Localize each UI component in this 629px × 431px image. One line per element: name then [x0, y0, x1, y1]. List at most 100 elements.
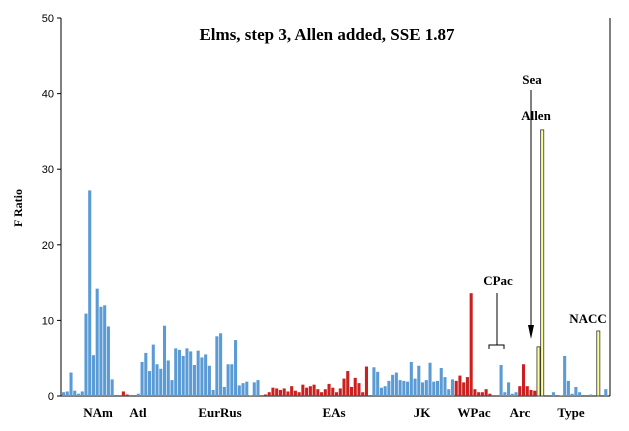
bar [439, 368, 443, 396]
bar-series [62, 129, 608, 397]
group-label-wpac: WPac [457, 405, 490, 420]
bar [320, 392, 324, 396]
bar [226, 364, 230, 396]
bar [151, 344, 155, 396]
bar [148, 371, 152, 396]
bar [499, 365, 503, 396]
bar [323, 389, 327, 396]
bar [103, 305, 107, 396]
bar [559, 395, 563, 396]
bar [211, 389, 215, 396]
y-tick-label: 40 [42, 89, 54, 101]
group-label-jk: JK [414, 405, 432, 420]
bar [578, 392, 582, 396]
bar [338, 388, 342, 396]
bar [447, 389, 451, 396]
bar [398, 380, 402, 396]
bar [286, 391, 290, 396]
bar [204, 354, 208, 396]
group-label-arc: Arc [510, 405, 531, 420]
bar [462, 382, 466, 396]
bar [428, 362, 432, 396]
y-ticks: 0 10 20 30 40 50 [42, 13, 61, 403]
bar [219, 333, 223, 396]
bar [435, 380, 440, 396]
bar [379, 387, 383, 396]
annotation-allen: Allen [521, 108, 551, 123]
bar [192, 365, 196, 396]
bar [144, 352, 148, 396]
bar [514, 392, 518, 396]
bar [327, 383, 331, 396]
bar [185, 348, 189, 396]
bar [297, 392, 301, 396]
bar [312, 384, 316, 396]
bar [335, 392, 339, 396]
bar [406, 381, 410, 396]
bar [469, 293, 473, 396]
group-label-type: Type [557, 405, 584, 420]
bar [282, 388, 286, 396]
y-axis-label: F Ratio [11, 189, 25, 227]
bar [159, 368, 163, 396]
bar [465, 377, 469, 396]
bar [230, 364, 234, 396]
bar [271, 387, 275, 396]
bar [480, 392, 484, 396]
bar [275, 388, 279, 396]
bar [308, 386, 312, 396]
bar [536, 346, 541, 397]
bar [99, 306, 103, 396]
y-tick-label: 50 [42, 13, 54, 25]
bar [65, 391, 69, 396]
bar [252, 382, 256, 396]
group-label-eas: EAs [322, 405, 345, 420]
bar [443, 377, 447, 396]
bar [353, 377, 357, 396]
annotation-sea: Sea [522, 72, 542, 87]
bar [316, 389, 320, 396]
bar [189, 351, 193, 396]
bar [357, 383, 361, 396]
bar [563, 355, 567, 396]
bar [518, 386, 522, 396]
group-label-nam: NAm [83, 405, 113, 420]
bar [477, 392, 481, 396]
bar [76, 393, 81, 396]
bar [488, 393, 492, 396]
bar [69, 372, 73, 396]
bar [248, 395, 253, 396]
bar [177, 349, 181, 396]
bar [349, 386, 354, 396]
bar [484, 389, 488, 396]
bar [222, 386, 226, 396]
bar [391, 374, 395, 396]
bar [241, 383, 245, 396]
bar [574, 386, 578, 396]
bar [454, 380, 458, 396]
bar [525, 386, 529, 396]
bar [162, 325, 167, 396]
bar [106, 326, 110, 396]
bar [394, 372, 398, 396]
y-tick-label: 0 [48, 391, 54, 403]
bar [473, 389, 477, 396]
bar [387, 380, 391, 396]
y-tick-label: 30 [42, 164, 54, 176]
bar [155, 364, 159, 396]
bar [170, 380, 174, 396]
bar [540, 129, 545, 397]
bar [417, 365, 421, 396]
bar [424, 380, 428, 396]
annotation-cpac: CPac [483, 273, 513, 288]
bar [256, 380, 260, 396]
bar [245, 381, 249, 396]
bar [372, 367, 376, 396]
cpac-bracket [488, 293, 505, 349]
bar [533, 390, 537, 396]
bar [409, 361, 413, 396]
bar [84, 313, 88, 396]
bar [421, 382, 425, 396]
bar [80, 391, 84, 396]
bar [110, 379, 114, 396]
